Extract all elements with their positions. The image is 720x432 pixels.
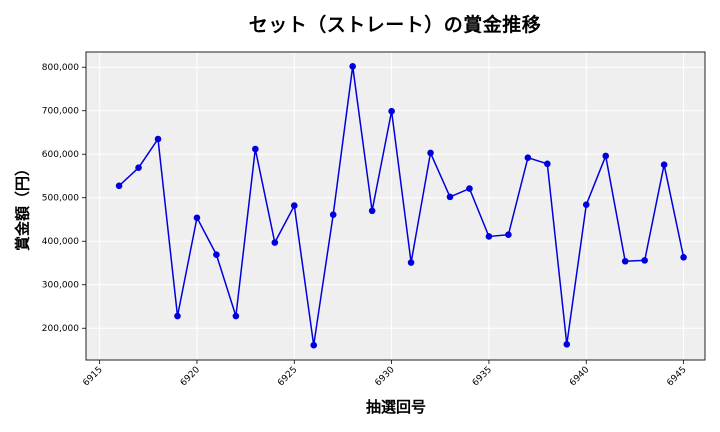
data-point [427,149,434,157]
chart-title: セット（ストレート）の賞金推移 [248,14,542,36]
x-tick-label: 6915 [81,365,104,388]
y-tick-label: 300,000 [42,281,79,291]
data-point [524,154,532,162]
x-tick-label: 6930 [373,365,396,388]
y-tick-label: 400,000 [42,237,79,247]
data-point [115,182,123,190]
x-tick-label: 6940 [568,365,591,388]
data-point [349,63,356,70]
data-point [174,312,181,320]
y-axis-label: 賞金額（円） [13,160,32,252]
data-point [329,211,337,219]
y-tick-label: 200,000 [42,324,79,334]
data-point [485,233,493,240]
data-point [368,207,376,215]
data-point [310,341,318,349]
plot-area [86,52,705,360]
data-point [135,164,142,172]
x-tick-label: 6945 [665,365,688,388]
data-point [660,161,668,168]
data-point [446,193,454,201]
y-tick-label: 500,000 [42,194,79,204]
data-point [621,257,629,265]
x-axis-label: 抽選回号 [365,398,426,416]
data-point [193,214,201,222]
x-tick-label: 6935 [471,365,494,388]
y-tick-label: 600,000 [42,150,79,160]
data-point [407,259,415,266]
plot-frame [85,51,706,361]
data-point [290,202,298,209]
data-point [680,254,687,261]
data-point [641,257,648,264]
data-point [213,251,220,259]
x-tick-label: 6925 [276,365,299,388]
y-tick-label: 700,000 [42,107,79,117]
data-point [271,239,279,246]
data-point [154,135,162,143]
data-point [563,341,571,348]
data-point [232,312,240,320]
data-point [505,231,512,239]
data-point [544,160,551,168]
data-point [582,201,590,208]
x-tick-label: 6920 [179,365,202,388]
data-point [252,145,259,153]
data-point [388,107,395,115]
data-point [602,152,610,160]
data-point [466,185,473,192]
y-tick-label: 800,000 [42,63,79,73]
data-line [118,66,685,346]
